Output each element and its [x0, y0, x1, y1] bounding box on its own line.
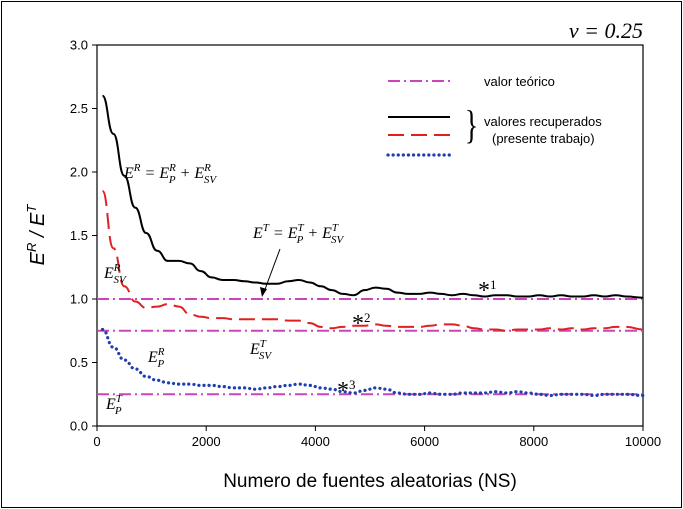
- plot-area: [96, 44, 644, 427]
- y-tick-label: 2.5: [70, 101, 88, 116]
- legend-label-theory: valor teórico: [484, 74, 555, 89]
- legend-label-present-work: (presente trabajo): [492, 131, 595, 146]
- y-tick-label: 0.0: [70, 419, 88, 434]
- legend: valor teórico } valores recuperados (pre…: [386, 74, 602, 157]
- theoretical-lines: [97, 298, 643, 396]
- y-tick-label: 3.0: [70, 38, 88, 53]
- star-marker-1: *1: [478, 277, 497, 304]
- x-tick-label: 0: [93, 434, 100, 449]
- y-tick-label: 0.5: [70, 355, 88, 370]
- x-axis-label: Numero de fuentes aleatorias (NS): [223, 471, 517, 492]
- x-tick-label: 8000: [519, 434, 548, 449]
- series-line-sv: [101, 190, 644, 332]
- y-axis-label: ER / ET: [24, 204, 49, 266]
- star-marker-3: *3: [337, 377, 356, 404]
- y-tick-label: 1.5: [70, 228, 88, 243]
- annotation-et-arrowhead: [260, 287, 267, 297]
- annotation-er-equation: ER = ER P + ER SV: [123, 162, 217, 186]
- series-line-total: [101, 94, 644, 299]
- annotation-esv-t: ET SV: [249, 338, 272, 362]
- y-tick-label: 2.0: [70, 165, 88, 180]
- x-tick-label: 4000: [301, 434, 330, 449]
- legend-brace: }: [465, 103, 478, 147]
- x-axis-ticks: 0 2000 4000 6000 8000 10000: [93, 426, 661, 449]
- series-group: [100, 94, 645, 398]
- x-tick-label: 6000: [410, 434, 439, 449]
- legend-label-recovered: valores recuperados: [484, 114, 602, 129]
- annotation-ep-t: ET P: [105, 393, 123, 417]
- annotation-et-arrow: [263, 248, 281, 293]
- nu-annotation: ν = 0.25: [569, 18, 643, 43]
- series-line-p: [100, 327, 645, 398]
- y-axis-ticks: 0.0 0.5 1.0 1.5 2.0 2.5 3.0: [70, 38, 97, 434]
- x-tick-label: 2000: [192, 434, 221, 449]
- annotation-esv-r: ER SV: [103, 262, 127, 286]
- star-marker-2: *2: [352, 310, 371, 337]
- annotation-et-equation: ET = ET P + ET SV: [252, 222, 345, 246]
- y-tick-label: 1.0: [70, 292, 88, 307]
- annotation-ep-r: ER P: [147, 346, 165, 370]
- x-tick-label: 10000: [625, 434, 661, 449]
